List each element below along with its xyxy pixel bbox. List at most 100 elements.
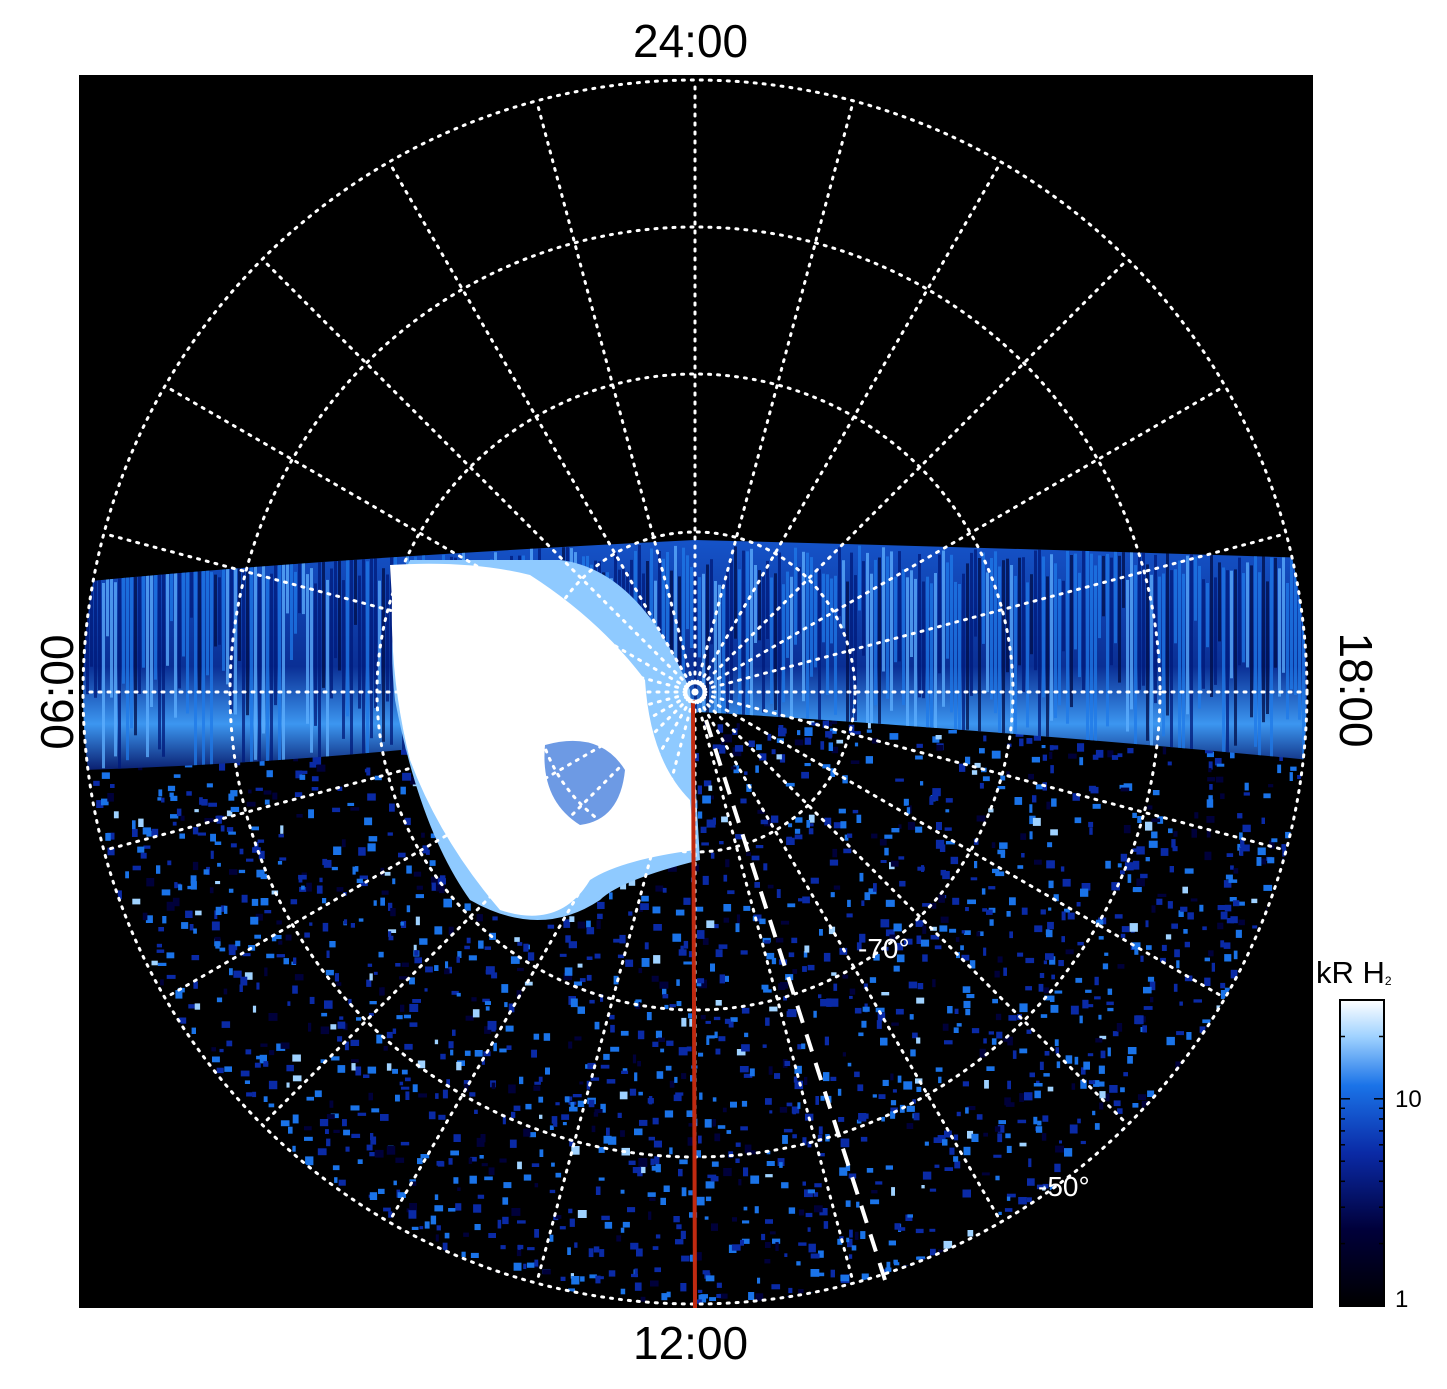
- band-streak: [814, 570, 817, 668]
- noise-pixel: [1178, 910, 1184, 917]
- noise-pixel: [316, 885, 323, 894]
- noise-pixel: [660, 1197, 666, 1205]
- noise-pixel: [317, 1148, 327, 1156]
- noise-pixel: [1033, 1083, 1043, 1087]
- noise-pixel: [463, 1080, 470, 1086]
- noise-pixel: [705, 1181, 715, 1189]
- noise-pixel: [1124, 862, 1134, 871]
- noise-pixel: [1033, 1116, 1038, 1125]
- noise-pixel: [606, 1079, 616, 1084]
- noise-pixel: [444, 1232, 450, 1239]
- noise-pixel: [386, 1063, 392, 1071]
- noise-pixel: [256, 869, 265, 878]
- noise-pixel: [922, 954, 928, 962]
- noise-pixel: [794, 828, 801, 834]
- noise-pixel: [715, 1000, 722, 1006]
- noise-pixel: [392, 1068, 398, 1074]
- noise-pixel: [484, 1026, 491, 1034]
- noise-pixel: [713, 1016, 721, 1021]
- noise-pixel: [824, 1036, 829, 1046]
- noise-pixel: [735, 923, 740, 933]
- noise-pixel: [294, 974, 304, 981]
- noise-pixel: [979, 748, 985, 754]
- noise-pixel: [369, 1001, 377, 1005]
- noise-pixel: [1230, 969, 1238, 979]
- noise-pixel: [1162, 747, 1167, 755]
- noise-pixel: [724, 1018, 731, 1024]
- noise-pixel: [965, 1107, 969, 1114]
- noise-pixel: [893, 923, 902, 932]
- noise-pixel: [501, 984, 509, 993]
- local-time-meridian: [693, 160, 1003, 694]
- noise-pixel: [1230, 865, 1234, 870]
- noise-pixel: [1206, 816, 1215, 823]
- noise-pixel: [846, 913, 853, 918]
- band-streak: [914, 578, 917, 732]
- band-streak: [1006, 558, 1009, 673]
- noise-pixel: [667, 864, 677, 872]
- noise-pixel: [143, 845, 151, 849]
- noise-pixel: [555, 1102, 560, 1106]
- local-time-meridian: [260, 257, 697, 694]
- noise-pixel: [351, 1059, 359, 1063]
- noise-pixel: [474, 1050, 483, 1057]
- noise-pixel: [945, 798, 953, 803]
- noise-pixel: [264, 967, 268, 977]
- noise-pixel: [801, 771, 809, 779]
- noise-pixel: [718, 1293, 728, 1299]
- noise-pixel: [674, 1076, 678, 1083]
- band-streak: [990, 558, 993, 700]
- noise-pixel: [588, 1099, 595, 1108]
- noise-pixel: [967, 1130, 974, 1139]
- noise-pixel: [405, 1091, 410, 1100]
- noise-pixel: [151, 960, 158, 966]
- noise-pixel: [1081, 883, 1091, 891]
- red-noon-line: [691, 699, 697, 1309]
- noise-pixel: [890, 1111, 896, 1119]
- noise-pixel: [655, 1164, 661, 1173]
- noise-pixel: [895, 1008, 904, 1015]
- noise-pixel: [456, 1061, 462, 1071]
- noise-pixel: [982, 908, 987, 912]
- noise-pixel: [1199, 904, 1204, 912]
- noise-pixel: [214, 841, 222, 845]
- noise-pixel: [793, 1076, 798, 1083]
- noise-pixel: [195, 910, 202, 916]
- noise-pixel: [1220, 793, 1225, 799]
- noise-pixel: [1269, 840, 1275, 849]
- noise-pixel: [400, 1004, 405, 1012]
- noise-pixel: [719, 745, 726, 754]
- noise-pixel: [308, 809, 314, 819]
- noise-pixel: [1211, 962, 1215, 972]
- band-streak: [874, 559, 877, 706]
- noise-pixel: [741, 1238, 750, 1244]
- noise-pixel: [170, 814, 179, 819]
- noise-pixel: [854, 1071, 860, 1078]
- noise-pixel: [849, 988, 856, 995]
- noise-pixel: [598, 1147, 605, 1153]
- noise-pixel: [922, 903, 931, 907]
- noise-pixel: [971, 770, 978, 775]
- noise-pixel: [920, 939, 930, 947]
- band-streak: [110, 545, 113, 698]
- noise-pixel: [1208, 795, 1213, 802]
- band-streak: [802, 551, 805, 702]
- noise-pixel: [1229, 897, 1237, 902]
- noise-pixel: [408, 1209, 417, 1219]
- noise-pixel: [764, 1259, 771, 1264]
- noise-pixel: [997, 849, 1006, 855]
- band-streak: [326, 579, 329, 770]
- noise-pixel: [886, 1261, 891, 1269]
- noise-pixel: [1015, 733, 1024, 737]
- noise-pixel: [654, 1156, 660, 1165]
- noise-pixel: [847, 1238, 853, 1248]
- noise-pixel: [326, 1138, 331, 1147]
- noise-pixel: [457, 1187, 461, 1191]
- band-streak: [710, 559, 713, 645]
- noise-pixel: [830, 1269, 835, 1278]
- noise-pixel: [193, 928, 197, 934]
- noise-pixel: [211, 921, 220, 931]
- band-streak: [1078, 572, 1081, 678]
- noise-pixel: [945, 841, 955, 845]
- noise-pixel: [847, 1062, 852, 1067]
